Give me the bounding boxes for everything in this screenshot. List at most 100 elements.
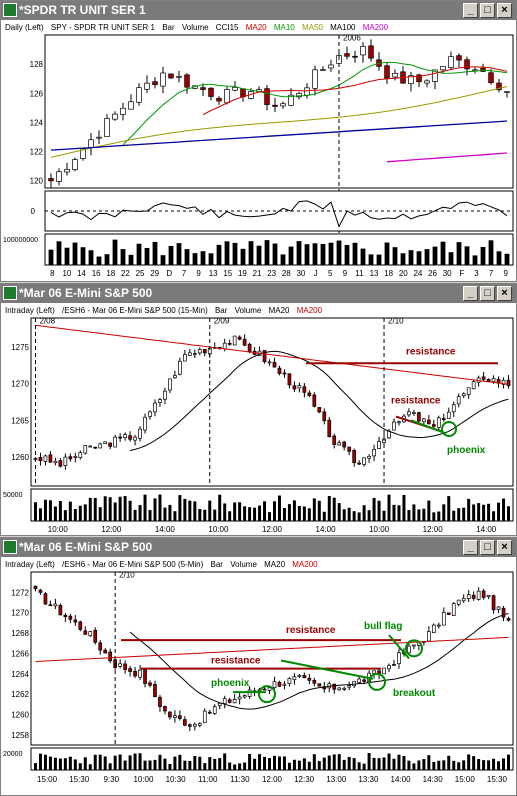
maximize-button[interactable]: □	[480, 3, 495, 18]
ma10-line	[122, 61, 508, 146]
chart-app-icon[interactable]	[3, 540, 17, 554]
candle	[202, 710, 207, 724]
candle	[377, 441, 381, 449]
window-es-5min[interactable]: *Mar 06 E-Mini S&P 500 _ □ × Intraday (L…	[0, 537, 517, 796]
volume-bar	[188, 500, 192, 521]
x-tick-label: 12:00	[262, 775, 283, 784]
price-chart-15min[interactable]: 1275 1270 1265 1260 2/08 2/09 2/10 resistance re…	[1, 316, 516, 535]
x-tick-label: 10:00	[48, 525, 69, 534]
x-tick-label: D	[166, 269, 172, 278]
candle	[488, 72, 494, 84]
volume-bar	[120, 249, 126, 265]
ma20-label: MA20	[245, 23, 267, 32]
x-tick-label: 21	[253, 269, 262, 278]
volume-bar	[118, 496, 122, 521]
candle	[431, 424, 436, 427]
candle	[48, 178, 54, 182]
volume-bar	[307, 508, 311, 521]
candle	[506, 379, 511, 387]
candle	[422, 418, 426, 422]
candle	[456, 396, 461, 405]
candle	[491, 378, 496, 382]
volume-bar	[268, 758, 272, 770]
volume-bar	[148, 510, 152, 521]
volume-bar	[344, 245, 350, 265]
candle	[38, 456, 43, 462]
volume-bar	[143, 760, 147, 770]
window-es-15min[interactable]: *Mar 06 E-Mini S&P 500 _ □ × Intraday (L…	[0, 283, 517, 536]
title-bar[interactable]: *Mar 06 E-Mini S&P 500 _ □ ×	[1, 284, 516, 303]
candle	[427, 631, 431, 642]
candle	[448, 56, 454, 69]
volume-bar	[367, 510, 371, 521]
volume-bar	[68, 501, 72, 521]
candle	[88, 631, 93, 637]
ma200-label: MA200	[362, 23, 389, 32]
close-button[interactable]: ×	[497, 3, 512, 18]
candle	[424, 80, 430, 84]
volume-bar	[477, 503, 481, 521]
volume-bar	[360, 248, 366, 265]
volume-bar	[482, 760, 486, 770]
volume-bar	[504, 253, 510, 265]
volume-bar	[198, 756, 202, 770]
x-tick-label: 30	[296, 269, 305, 278]
chart-info-line: Daily (Left) SPY - SPDR TR UNIT SER 1 Ba…	[5, 23, 393, 32]
close-button[interactable]: ×	[497, 286, 512, 301]
volume-bar	[218, 494, 222, 521]
volume-bar	[347, 507, 351, 521]
volume-bar	[357, 762, 361, 770]
close-button[interactable]: ×	[497, 540, 512, 555]
candle	[56, 171, 62, 182]
candle	[481, 590, 486, 598]
volume-bar	[416, 251, 422, 265]
volume-bar	[272, 755, 276, 770]
chart-app-icon[interactable]	[3, 286, 17, 300]
volume-bar	[216, 244, 222, 265]
volume-bar	[264, 240, 270, 265]
volume-bar	[48, 249, 54, 265]
candle	[43, 593, 48, 605]
candle	[128, 101, 134, 110]
maximize-button[interactable]: □	[480, 540, 495, 555]
candle	[173, 715, 177, 719]
y-tick-label: 1272	[11, 588, 29, 597]
candle	[297, 385, 302, 389]
volume-bar	[193, 755, 197, 770]
title-bar[interactable]: *Mar 06 E-Mini S&P 500 _ □ ×	[1, 538, 516, 557]
volume-bar	[136, 243, 142, 265]
candle	[123, 434, 127, 438]
volume-bar	[176, 243, 182, 265]
candle	[392, 72, 398, 78]
volume-bar	[113, 502, 117, 521]
x-tick-label: 14:00	[476, 525, 497, 534]
volume-bar	[442, 760, 446, 770]
volume-bar	[248, 507, 252, 521]
candle	[302, 386, 307, 393]
volume-bar	[362, 763, 366, 770]
volume-bar	[287, 762, 291, 770]
volume-bar	[63, 510, 67, 521]
candle	[48, 454, 53, 463]
window-spy-daily[interactable]: *SPDR TR UNIT SER 1 _ □ × Daily (Left) S…	[0, 0, 517, 282]
volume-bar	[248, 241, 254, 265]
minimize-button[interactable]: _	[463, 3, 478, 18]
ma100-line	[50, 120, 508, 151]
volume-bar	[243, 762, 247, 770]
volume-bar	[256, 245, 262, 265]
minimize-button[interactable]: _	[463, 286, 478, 301]
cci-line	[50, 200, 508, 228]
candle	[232, 87, 238, 91]
price-chart-5min[interactable]: 1272 1270 1268 1266 1264 1262 1260 1258 2/10 resi…	[1, 570, 516, 795]
title-bar[interactable]: *SPDR TR UNIT SER 1 _ □ ×	[1, 1, 516, 20]
candle	[382, 667, 386, 675]
price-chart-daily[interactable]: 128 126 124 122 120 2006 0 100000000 8 10 14 16 18 22…	[1, 33, 516, 281]
candle	[176, 75, 182, 78]
candle	[312, 394, 317, 407]
volume-bar	[133, 509, 137, 521]
x-tick-label: 16	[92, 269, 101, 278]
minimize-button[interactable]: _	[463, 540, 478, 555]
chart-app-icon[interactable]	[3, 3, 17, 17]
maximize-button[interactable]: □	[480, 286, 495, 301]
volume-bar	[432, 246, 438, 265]
